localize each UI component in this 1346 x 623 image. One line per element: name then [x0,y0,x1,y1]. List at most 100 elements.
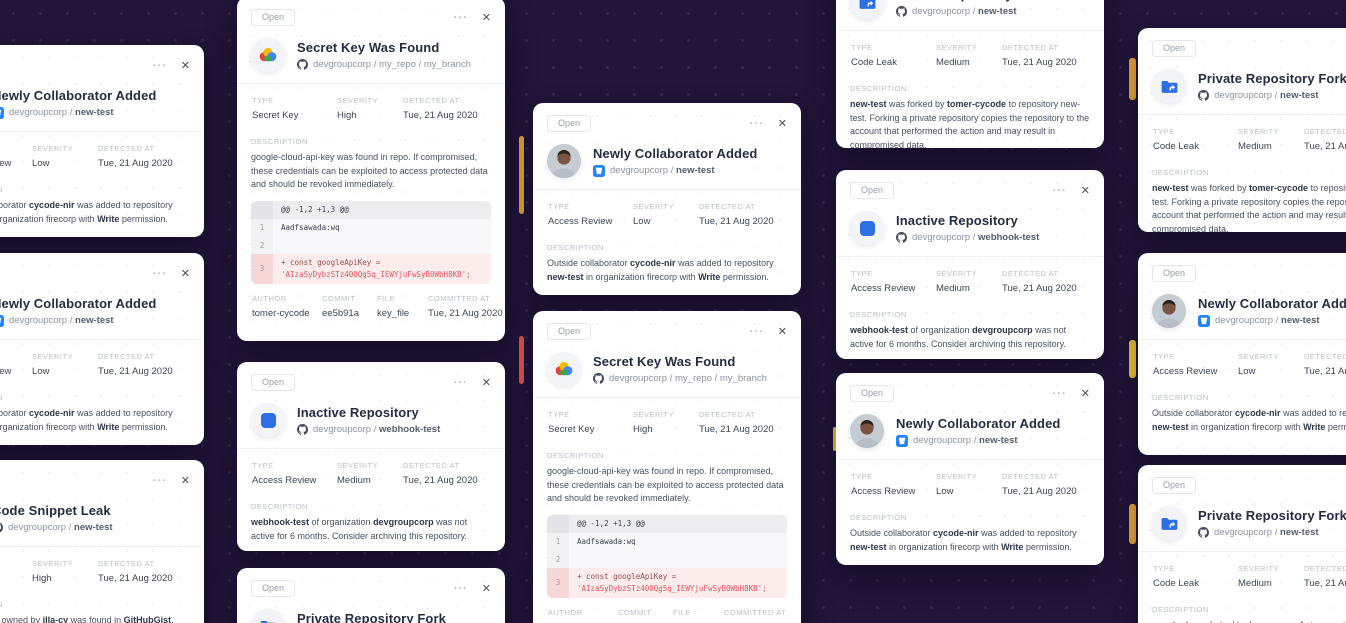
detected-label: DETECTED AT [98,352,155,361]
breadcrumb[interactable]: devgroupcorp / new-test [0,106,156,119]
breadcrumb-repo[interactable]: new-test [676,165,715,176]
type-value: Access Review [0,158,12,169]
breadcrumb-repo[interactable]: new-test [1280,90,1319,101]
close-icon[interactable]: ✕ [180,268,190,280]
breadcrumb-org[interactable]: devgroupcorp / [912,6,979,17]
severity-value: Low [633,216,651,227]
breadcrumb-repo[interactable]: new-test [75,107,114,118]
severity-label: SEVERITY [32,352,74,361]
detected-label: DETECTED AT [1304,564,1346,573]
breadcrumb-org[interactable]: devgroupcorp / [8,522,75,533]
breadcrumb-org[interactable]: devgroupcorp / [9,315,76,326]
severity-label: SEVERITY [1238,127,1280,136]
alert-card-inactive-repository: Open ··· ✕ Inactive Repository devgroupcor… [836,170,1104,359]
type-label: TYPE [252,96,274,105]
breadcrumb[interactable]: devgroupcorp / new-test [0,522,113,533]
breadcrumb-repo[interactable]: new-test [979,435,1018,446]
severity-label: SEVERITY [1238,564,1280,573]
status-badge[interactable]: Open [251,9,296,26]
close-icon[interactable]: ✕ [481,12,491,24]
card-title: Inactive Repository [896,213,1018,228]
more-icon[interactable]: ··· [453,582,468,595]
alert-card-code-snippet: Open···✕ Code Snippet Leak devgroupcorp … [0,460,204,623]
breadcrumb-org[interactable]: devgroupcorp / [313,424,380,435]
breadcrumb-repo[interactable]: new-test [978,6,1017,17]
severity-stripe [519,336,524,384]
breadcrumb[interactable]: devgroupcorp / my_repo / my_branch [297,59,471,70]
close-icon[interactable]: ✕ [481,377,491,389]
breadcrumb-org[interactable]: devgroupcorp / [1215,315,1282,326]
type-value: Access Review [851,486,916,497]
status-badge[interactable]: Open [547,323,592,340]
more-icon[interactable]: ··· [152,267,167,280]
status-badge[interactable]: Open [1152,477,1197,494]
breadcrumb-repo[interactable]: new-test [74,522,113,533]
more-icon[interactable]: ··· [1052,184,1067,197]
breadcrumb[interactable]: devgroupcorp / new-test [1198,90,1346,101]
breadcrumb[interactable]: devgroupcorp / new-test [593,164,757,177]
breadcrumb[interactable]: devgroupcorp / webhook-test [896,232,1039,243]
severity-label: SEVERITY [1238,352,1280,361]
breadcrumb-path[interactable]: devgroupcorp / my_repo / my_branch [313,59,471,70]
detected-value: Tue, 21 Aug 2020 [699,216,774,227]
detected-value: Tue, 21 Aug 2020 [98,366,173,377]
breadcrumb-org[interactable]: devgroupcorp / [9,107,76,118]
breadcrumb-repo[interactable]: new-test [1280,527,1319,538]
breadcrumb[interactable]: devgroupcorp / new-test [896,434,1060,447]
breadcrumb[interactable]: devgroupcorp / new-test [1198,314,1346,327]
close-icon[interactable]: ✕ [1080,185,1090,197]
breadcrumb-repo[interactable]: new-test [1281,315,1320,326]
breadcrumb-org[interactable]: devgroupcorp / [610,165,677,176]
committed-label: COMMITTED AT [428,293,491,303]
status-badge[interactable]: Open [547,115,592,132]
breadcrumb-org[interactable]: devgroupcorp / [912,232,979,243]
divider [0,546,204,547]
google-cloud-icon [547,352,581,386]
status-badge[interactable]: Open [1152,265,1197,282]
close-icon[interactable]: ✕ [180,60,190,72]
breadcrumb-org[interactable]: devgroupcorp / [913,435,980,446]
close-icon[interactable]: ✕ [481,583,491,595]
detected-label: DETECTED AT [1304,352,1346,361]
breadcrumb[interactable]: devgroupcorp / my_repo / my_branch [593,373,767,384]
close-icon[interactable]: ✕ [180,475,190,487]
author-value: tomer-cycode [548,622,606,623]
breadcrumb-path[interactable]: devgroupcorp / my_repo / my_branch [609,373,767,384]
breadcrumb-repo[interactable]: new-test [75,315,114,326]
more-icon[interactable]: ··· [749,117,764,130]
severity-label: SEVERITY [936,472,978,481]
github-icon [297,59,308,70]
breadcrumb-repo[interactable]: webhook-test [978,232,1040,243]
status-badge[interactable]: Open [251,374,296,391]
breadcrumb[interactable]: devgroupcorp / new-test [896,6,1045,17]
detected-value: Tue, 21 Aug 2020 [699,424,774,435]
alert-card-private-fork: Open···✕ Private Repository Fork devgrou… [836,0,1104,148]
breadcrumb[interactable]: devgroupcorp / webhook-test [297,424,440,435]
status-badge[interactable]: Open [850,182,895,199]
close-icon[interactable]: ✕ [777,118,787,130]
bitbucket-icon [0,314,4,327]
breadcrumb[interactable]: devgroupcorp / new-test [1198,527,1346,538]
card-title: Secret Key Was Found [297,40,440,55]
status-badge[interactable]: Open [251,580,296,597]
breadcrumb-repo[interactable]: webhook-test [379,424,441,435]
status-badge[interactable]: Open [1152,40,1197,57]
more-icon[interactable]: ··· [749,325,764,338]
breadcrumb-org[interactable]: devgroupcorp / [1214,527,1281,538]
severity-stripe [1129,504,1136,544]
breadcrumb[interactable]: devgroupcorp / new-test [0,314,156,327]
more-icon[interactable]: ··· [1052,387,1067,400]
severity-stripe [1129,58,1136,100]
divider [0,131,204,132]
close-icon[interactable]: ✕ [777,326,787,338]
more-icon[interactable]: ··· [453,376,468,389]
more-icon[interactable]: ··· [152,474,167,487]
close-icon[interactable]: ✕ [1080,388,1090,400]
more-icon[interactable]: ··· [152,59,167,72]
more-icon[interactable]: ··· [453,11,468,24]
type-value: Access Review [0,366,12,377]
status-badge[interactable]: Open [850,385,895,402]
severity-value: High [32,573,52,584]
breadcrumb-org[interactable]: devgroupcorp / [1214,90,1281,101]
